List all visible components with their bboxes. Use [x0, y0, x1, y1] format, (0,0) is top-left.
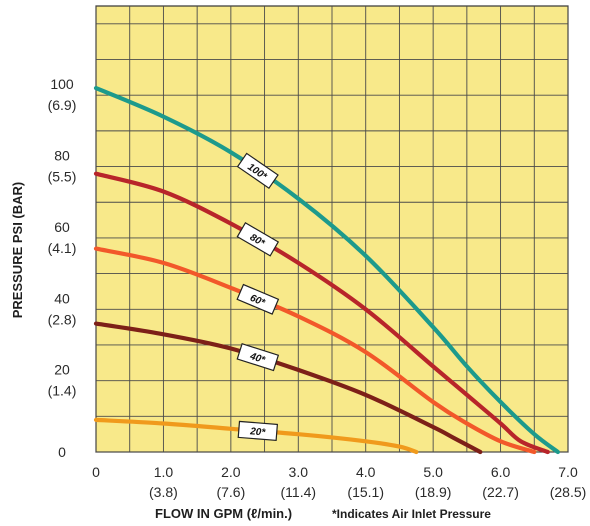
- y-tick-sublabel: (6.9): [48, 97, 77, 113]
- curve-label: 40*: [248, 351, 268, 367]
- curve-label-box: [236, 222, 280, 257]
- series-line: [93, 86, 560, 455]
- grid-lines: [95, 6, 569, 453]
- y-tick-label: 20: [54, 362, 70, 378]
- x-tick-sublabel: (11.4): [281, 484, 317, 500]
- x-tick-sublabel: (7.6): [216, 484, 245, 500]
- curve-label-box: [236, 152, 279, 189]
- y-tick-labels: 0 20 (1.4) 40 (2.8) 60 (4.1) 80 (5.5) 100 (6.9): [48, 76, 77, 460]
- y-axis-label: PRESSURE PSI (BAR): [10, 182, 25, 319]
- x-tick-label: 3.0: [289, 464, 309, 480]
- curve-label-box: [236, 283, 280, 315]
- curve-label: 20*: [249, 426, 267, 438]
- x-tick-labels: 0 1.0 (3.8) 2.0 (7.6) 3.0 (11.4) 4.0 (15.1) 5.0 (1…: [92, 464, 586, 500]
- x-tick-label: 6.0: [491, 464, 511, 480]
- curve-label-box: [237, 420, 279, 442]
- y-tick-sublabel: (1.4): [48, 383, 77, 399]
- x-tick-label: 5.0: [423, 464, 443, 480]
- x-tick-label: 2.0: [221, 464, 241, 480]
- x-tick-label: 0: [92, 464, 100, 480]
- curve-label-tag: 40*: [236, 342, 280, 372]
- y-tick-label: 100: [50, 76, 74, 92]
- curve-label-box: [236, 342, 280, 372]
- x-axis-label: FLOW IN GPM (ℓ/min.): [155, 506, 292, 521]
- curve-label-tag: 80*: [236, 222, 280, 257]
- series-lines: [93, 86, 560, 455]
- y-tick-sublabel: (4.1): [48, 240, 77, 256]
- y-tick-label: 60: [54, 219, 70, 235]
- x-tick-sublabel: (28.5): [550, 484, 587, 500]
- x-tick-sublabel: (3.8): [149, 484, 178, 500]
- series-line: [93, 171, 550, 455]
- x-tick-sublabel: (18.9): [415, 484, 452, 500]
- x-tick-label: 4.0: [356, 464, 376, 480]
- x-tick-sublabel: (22.7): [482, 484, 519, 500]
- curve-label-tag: 20*: [237, 420, 279, 442]
- x-tick-label: 7.0: [558, 464, 578, 480]
- series-line: [93, 321, 483, 455]
- y-tick-label: 80: [54, 148, 70, 164]
- y-tick-sublabel: (2.8): [48, 311, 77, 327]
- y-tick-label: 0: [58, 444, 66, 460]
- series-line: [93, 417, 419, 455]
- air-inlet-note: *Indicates Air Inlet Pressure: [332, 507, 491, 521]
- x-tick-sublabel: (15.1): [347, 484, 384, 500]
- series-line: [93, 246, 537, 455]
- curve-label-tag: 60*: [236, 283, 280, 315]
- y-tick-sublabel: (5.5): [48, 169, 77, 185]
- y-tick-label: 40: [54, 290, 70, 306]
- x-tick-label: 1.0: [154, 464, 174, 480]
